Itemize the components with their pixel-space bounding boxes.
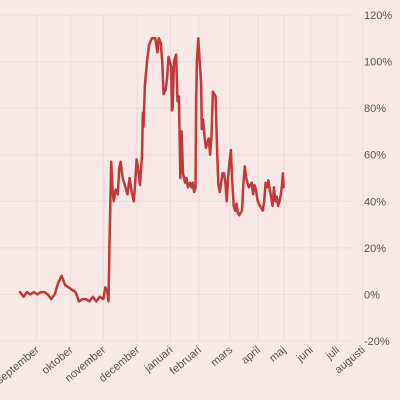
x-tick-label: maj (267, 344, 288, 365)
x-tick-label: april (239, 344, 263, 367)
y-tick-label: 80% (364, 103, 386, 115)
y-tick-label: 0% (364, 289, 380, 301)
y-tick-label: 20% (364, 243, 386, 255)
y-tick-label: 60% (364, 150, 386, 162)
y-axis-tick-labels: -20% 0% 20% 40% 60% 80% 100% 120% (364, 10, 392, 348)
y-tick-label: -20% (364, 336, 390, 348)
x-tick-label: september (0, 344, 42, 387)
x-tick-label: juli (323, 344, 342, 362)
y-tick-label: 40% (364, 196, 386, 208)
series-layer (18, 37, 285, 303)
x-tick-label: mars (209, 344, 236, 369)
series-line (18, 37, 285, 303)
y-tick-label: 100% (364, 57, 392, 69)
y-tick-label: 120% (364, 10, 392, 22)
x-tick-label: juni (294, 344, 316, 365)
x-tick-label: februari (168, 344, 204, 377)
